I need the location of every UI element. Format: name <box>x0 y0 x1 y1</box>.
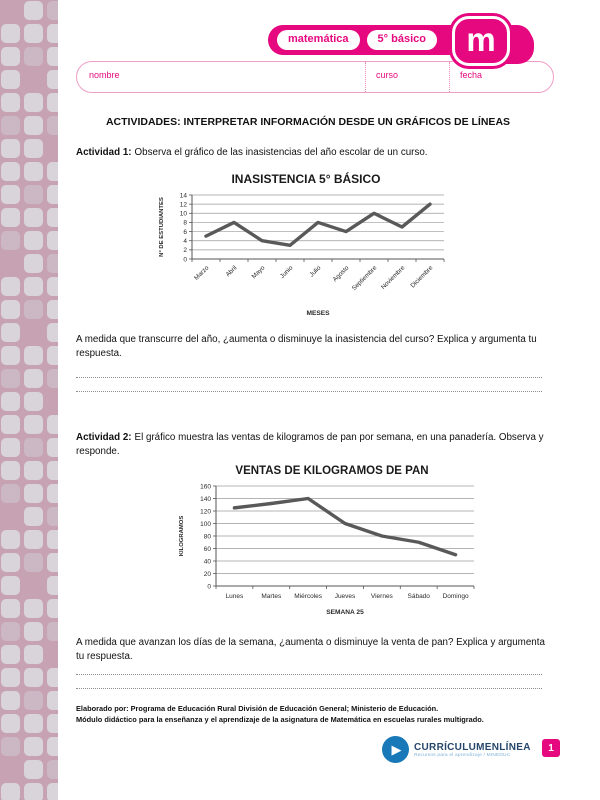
line-chart-inasistencia: 0 2 4 6 8 10 12 14 Marzo Abril Mayo Junio Julio Agost… <box>150 189 462 324</box>
brand-name: CURRÍCULUMENLÍNEA <box>414 741 531 753</box>
svg-text:8: 8 <box>183 220 187 227</box>
svg-text:Viernes: Viernes <box>371 593 394 600</box>
brand-subtitle: Recursos para el aprendizaje / MINEDUC <box>414 752 511 758</box>
question1: A medida que transcurre del año, ¿aument… <box>76 334 537 359</box>
matematica-logo: m <box>452 16 510 66</box>
student-info-row: nombre curso fecha <box>76 61 554 93</box>
svg-text:Septiembre: Septiembre <box>351 264 379 292</box>
svg-text:12: 12 <box>180 201 188 208</box>
activity2-text: El gráfico muestra las ventas de kilogra… <box>76 432 544 457</box>
svg-text:Lunes: Lunes <box>226 593 244 600</box>
logo-letter: m <box>466 20 496 58</box>
svg-text:120: 120 <box>200 508 211 515</box>
svg-text:14: 14 <box>180 192 188 199</box>
svg-text:Noviembre: Noviembre <box>380 264 407 291</box>
decorative-side-band <box>0 0 58 800</box>
chart1-block: INASISTENCIA 5° BÁSICO 0 2 4 6 8 10 12 14 Marzo A… <box>150 172 462 324</box>
svg-text:160: 160 <box>200 483 211 490</box>
svg-text:10: 10 <box>180 211 188 218</box>
svg-text:Marzo: Marzo <box>193 264 211 282</box>
fecha-field[interactable]: fecha <box>449 62 555 92</box>
nombre-field[interactable]: nombre <box>89 70 120 80</box>
chart2-title: VENTAS DE KILOGRAMOS DE PAN <box>235 465 429 477</box>
line-chart-ventas-pan: 0 20 40 60 80 100 120 140 160 Lunes Martes Miércole… <box>170 480 494 623</box>
svg-text:Miércoles: Miércoles <box>294 593 323 600</box>
activity2-intro: Actividad 2: El gráfico muestra las venta… <box>76 431 550 459</box>
svg-text:Julio: Julio <box>308 264 322 278</box>
svg-text:60: 60 <box>204 546 212 553</box>
curso-field[interactable]: curso <box>365 62 449 92</box>
answer-line[interactable] <box>76 377 542 378</box>
activity1-text: Observa el gráfico de las inasistencias … <box>134 147 428 158</box>
subject-pill: matemática <box>277 30 360 50</box>
svg-text:KILOGRAMOS: KILOGRAMOS <box>179 516 185 557</box>
credit-line-2: Módulo didáctico para la enseñanza y el … <box>76 715 484 725</box>
svg-text:Mayo: Mayo <box>251 264 267 280</box>
svg-text:40: 40 <box>204 558 212 565</box>
svg-text:Jueves: Jueves <box>335 593 356 600</box>
credit-line-1: Elaborado por: Programa de Educación Rur… <box>76 704 439 713</box>
svg-text:SEMANA 25: SEMANA 25 <box>326 609 364 616</box>
svg-text:20: 20 <box>204 571 212 578</box>
chart1-title: INASISTENCIA 5° BÁSICO <box>231 172 381 186</box>
svg-text:0: 0 <box>183 256 187 263</box>
svg-text:2: 2 <box>183 247 187 254</box>
svg-text:Junio: Junio <box>279 264 295 280</box>
question2: A medida que avanzan los días de la sema… <box>76 637 545 662</box>
svg-text:Agosto: Agosto <box>332 264 351 283</box>
chart2-block: VENTAS DE KILOGRAMOS DE PAN 0 20 40 60 80 100… <box>170 465 494 623</box>
svg-text:100: 100 <box>200 521 211 528</box>
activity1-intro: Actividad 1: Observa el gráfico de las in… <box>76 146 546 160</box>
play-arrow-icon: ▶ <box>382 736 409 763</box>
svg-text:N° DE ESTUDIANTES: N° DE ESTUDIANTES <box>159 197 165 257</box>
footer-credits: Elaborado por: Programa de Educación Rur… <box>76 703 550 725</box>
svg-text:Sábado: Sábado <box>408 593 431 600</box>
svg-text:Domingo: Domingo <box>443 593 469 600</box>
svg-text:Diciembre: Diciembre <box>409 264 434 289</box>
svg-text:140: 140 <box>200 496 211 503</box>
grade-pill: 5° básico <box>366 30 437 50</box>
svg-text:80: 80 <box>204 533 212 540</box>
activity2-label: Actividad 2: <box>76 432 132 443</box>
page-title: ACTIVIDADES: INTERPRETAR INFORMACIÓN DES… <box>105 116 511 128</box>
svg-text:Abril: Abril <box>225 264 239 278</box>
answer-line[interactable] <box>76 391 542 392</box>
svg-text:6: 6 <box>183 229 187 236</box>
svg-text:4: 4 <box>183 238 187 245</box>
page-number-badge: 1 <box>542 739 560 757</box>
answer-line[interactable] <box>76 688 542 689</box>
answer-line[interactable] <box>76 674 542 675</box>
svg-text:Martes: Martes <box>261 593 282 600</box>
activity1-label: Actividad 1: <box>76 147 132 158</box>
svg-text:MESES: MESES <box>306 310 330 317</box>
curriculum-en-linea-logo: ▶ CURRÍCULUMENLÍNEA Recursos para el apr… <box>382 736 531 763</box>
svg-text:0: 0 <box>207 583 211 590</box>
